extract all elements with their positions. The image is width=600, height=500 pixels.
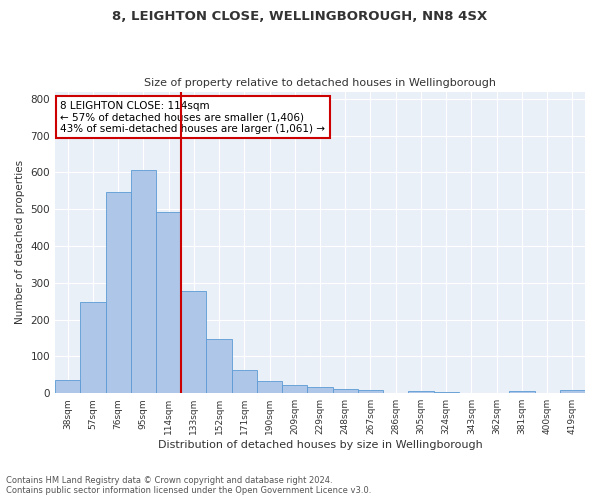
Bar (257, 382, 282, 393)
Bar (332, 389, 358, 393)
Bar (409, 392, 434, 393)
Bar (560, 390, 585, 393)
Bar (181, 291, 206, 393)
Bar (106, 192, 131, 393)
Bar (156, 212, 181, 393)
Bar (307, 387, 332, 393)
Bar (358, 390, 383, 393)
X-axis label: Distribution of detached houses by size in Wellingborough: Distribution of detached houses by size … (158, 440, 482, 450)
Bar (206, 339, 232, 393)
Bar (131, 170, 156, 393)
Bar (55, 380, 80, 393)
Text: 8, LEIGHTON CLOSE, WELLINGBOROUGH, NN8 4SX: 8, LEIGHTON CLOSE, WELLINGBOROUGH, NN8 4… (112, 10, 488, 23)
Text: Contains HM Land Registry data © Crown copyright and database right 2024.
Contai: Contains HM Land Registry data © Crown c… (6, 476, 371, 495)
Title: Size of property relative to detached houses in Wellingborough: Size of property relative to detached ho… (144, 78, 496, 88)
Bar (232, 370, 257, 393)
Bar (80, 302, 106, 393)
Bar (434, 392, 459, 393)
Bar (282, 385, 307, 393)
Text: 8 LEIGHTON CLOSE: 114sqm
← 57% of detached houses are smaller (1,406)
43% of sem: 8 LEIGHTON CLOSE: 114sqm ← 57% of detach… (61, 100, 325, 134)
Y-axis label: Number of detached properties: Number of detached properties (15, 160, 25, 324)
Bar (509, 390, 535, 393)
